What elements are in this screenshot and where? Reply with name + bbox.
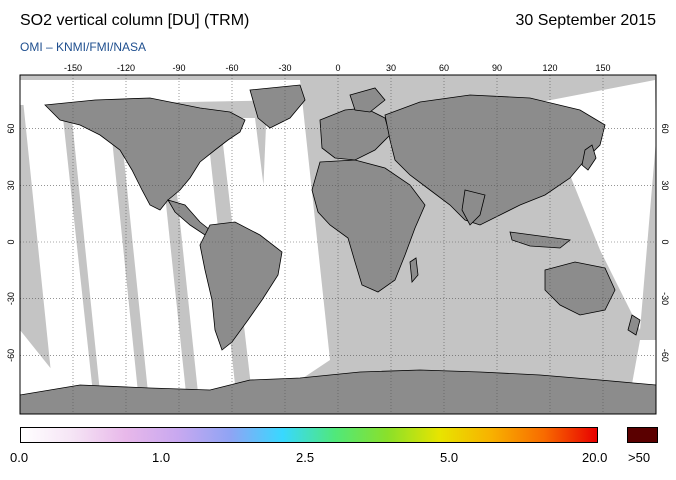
colorbar-label-3: 5.0 <box>440 450 459 465</box>
bottom-lon-tick-label: 60 <box>439 419 449 420</box>
left-lat-tick-label: 60 <box>6 124 16 134</box>
top-lon-tick-label: 90 <box>492 63 502 73</box>
colorbar-overflow-label: >50 <box>628 450 651 465</box>
top-lon-tick-label: -90 <box>172 63 185 73</box>
landmass-indonesia <box>509 231 571 249</box>
bottom-lon-tick-label: -150 <box>64 419 82 420</box>
top-lon-tick-label: 60 <box>439 63 449 73</box>
swath-stripe <box>20 330 110 410</box>
landmass-new-zealand <box>627 314 641 336</box>
left-lat-tick-label: -30 <box>6 292 16 305</box>
top-lon-tick-label: -60 <box>225 63 238 73</box>
right-lat-tick-label: -30 <box>660 292 670 305</box>
top-lon-tick-label: -30 <box>278 63 291 73</box>
right-lat-tick-label: 0 <box>660 239 670 244</box>
swath-stripe <box>20 80 300 105</box>
bottom-lon-tick-label: -60 <box>225 419 238 420</box>
landmass-india <box>461 189 486 226</box>
swath-stripe <box>70 100 140 412</box>
landmass-scandinavia <box>349 87 386 113</box>
left-lat-tick-label: 30 <box>6 180 16 190</box>
left-lat-tick-label: -60 <box>6 349 16 362</box>
landmass-asia <box>384 94 606 226</box>
bottom-lon-tick-label: 30 <box>386 419 396 420</box>
left-lat-tick-label: 0 <box>6 239 16 244</box>
landmass-south-america <box>199 221 283 351</box>
right-lat-tick-label: -60 <box>660 349 670 362</box>
bottom-lon-tick-label: -90 <box>172 419 185 420</box>
axis-ticks: -150 -150 -120 -120 -90 -90 -60 -60 -30 -30 0 0 30 30… <box>6 63 670 420</box>
map-date: 30 September 2015 <box>515 12 656 29</box>
swath-stripe <box>118 100 188 412</box>
top-lon-tick-label: 0 <box>335 63 340 73</box>
world-map: -150 -150 -120 -120 -90 -90 -60 -60 -30 -30 0 0 30 30… <box>6 63 670 420</box>
right-lat-tick-label: 30 <box>660 180 670 190</box>
colorbar-label-1: 1.0 <box>152 450 171 465</box>
top-lon-tick-label: 30 <box>386 63 396 73</box>
swath-stripe <box>22 90 95 412</box>
landmass-madagascar <box>409 257 419 283</box>
swath-stripe <box>255 80 330 380</box>
bottom-lon-tick-label: 120 <box>542 419 557 420</box>
bottom-lon-tick-label: 0 <box>335 419 340 420</box>
bottom-lon-tick-label: -120 <box>117 419 135 420</box>
top-lon-tick-label: 150 <box>595 63 610 73</box>
landmass-japan <box>581 144 597 171</box>
map-frame <box>19 74 657 415</box>
bottom-lon-tick-label: 90 <box>492 419 502 420</box>
graticule <box>20 75 656 414</box>
top-lon-tick-label: -150 <box>64 63 82 73</box>
top-lon-tick-label: 120 <box>542 63 557 73</box>
colorbar-label-2: 2.5 <box>296 450 315 465</box>
landmass-greenland <box>249 84 306 129</box>
bottom-lon-tick-label: -30 <box>278 419 291 420</box>
colorbar-label-0: 0.0 <box>10 450 29 465</box>
data-credit: OMI – KNMI/FMI/NASA <box>20 40 147 54</box>
colorbar-label-4: 20.0 <box>582 450 608 465</box>
top-lon-tick-label: -120 <box>117 63 135 73</box>
map-title: SO2 vertical column [DU] (TRM) <box>20 12 250 29</box>
right-lat-tick-label: 60 <box>660 124 670 134</box>
colorbar <box>20 427 598 443</box>
landmass-north-america <box>44 97 246 211</box>
bottom-lon-tick-label: 150 <box>595 419 610 420</box>
colorbar-overflow-swatch <box>627 427 658 443</box>
landmass-africa <box>311 159 426 293</box>
